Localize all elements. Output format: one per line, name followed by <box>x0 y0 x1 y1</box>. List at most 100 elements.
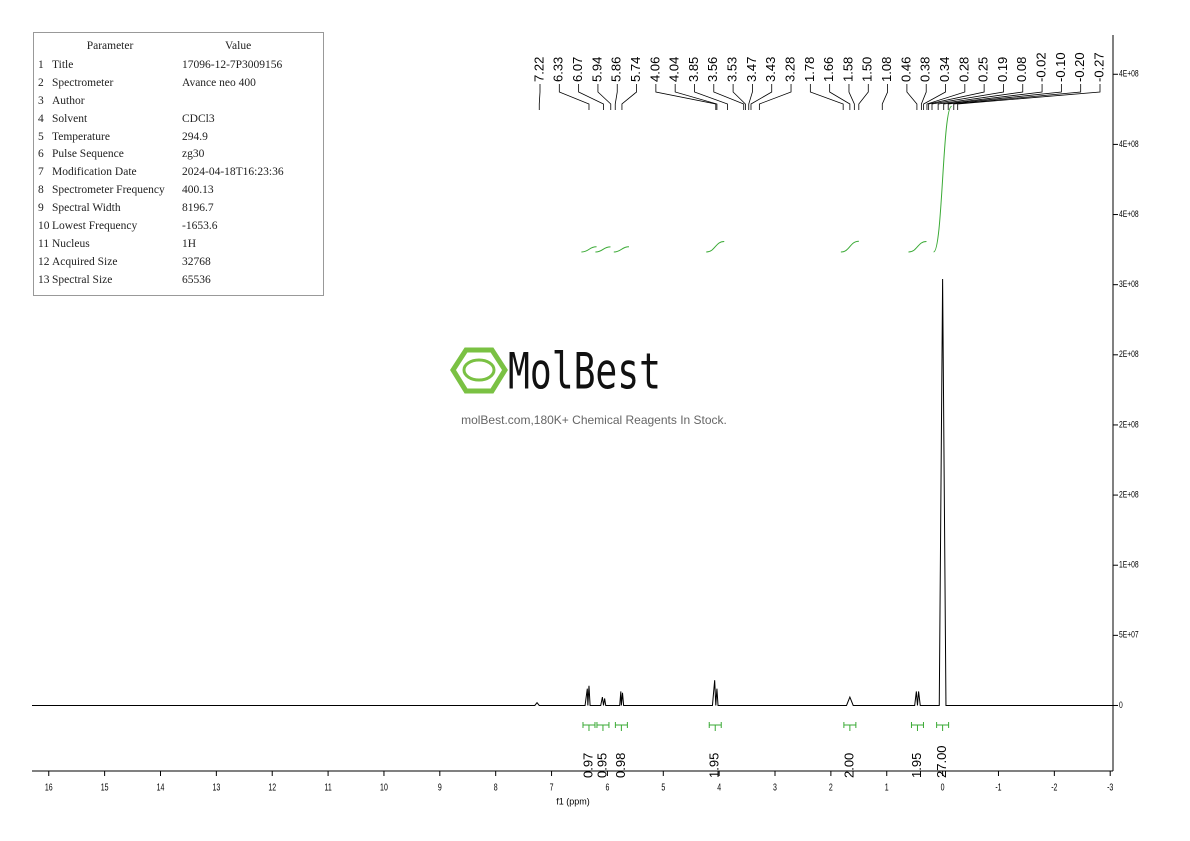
x-axis-label: f1 (ppm) <box>556 796 590 806</box>
table-cell: Pulse Sequence <box>52 148 124 161</box>
x-tick-label: -3 <box>1107 781 1113 793</box>
peak-leader <box>928 84 985 110</box>
integral-curve <box>840 240 859 253</box>
x-tick-label: 7 <box>550 781 554 793</box>
peak-leader <box>750 84 773 110</box>
integral-curve <box>706 240 725 253</box>
peak-label: 0.34 <box>937 57 952 82</box>
x-tick-label: 12 <box>268 781 276 793</box>
table-cell: Temperature <box>52 130 110 143</box>
x-tick-label: 0 <box>941 781 945 793</box>
integral-bracket <box>582 722 596 731</box>
peak-label: -0.10 <box>1053 52 1068 82</box>
peak-label: 7.22 <box>531 57 546 82</box>
integral-curve <box>908 240 927 253</box>
table-cell: Spectral Width <box>52 202 121 215</box>
table-cell: 32768 <box>182 255 211 268</box>
integral-label: 0.98 <box>613 753 628 778</box>
table-cell: CDCl3 <box>182 112 215 125</box>
peak-leader <box>906 84 918 110</box>
table-cell: Solvent <box>52 112 88 125</box>
table-cell: 1H <box>182 237 197 250</box>
integral-label: 2.00 <box>841 753 856 778</box>
x-tick-label: 1 <box>885 781 889 793</box>
x-tick-label: 3 <box>773 781 777 793</box>
y-tick-label: 2E+08 <box>1119 419 1139 429</box>
x-tick-label: 5 <box>661 781 665 793</box>
integral-bracket <box>936 722 950 731</box>
table-cell: Title <box>52 58 74 71</box>
peak-leader <box>931 84 1004 110</box>
table-cell: 8196.7 <box>182 202 214 215</box>
table-row: 13 Spectral Size 65536 <box>38 271 284 289</box>
x-tick-label: 8 <box>494 781 498 793</box>
peak-leader <box>713 84 745 110</box>
logo-ring <box>462 358 496 382</box>
peak-leader <box>809 84 844 110</box>
peak-leader <box>920 84 927 110</box>
peak-leader <box>578 84 604 110</box>
x-tick-label: 14 <box>157 781 165 793</box>
integral-label: 0.95 <box>594 753 609 778</box>
integral-curve <box>613 246 629 253</box>
table-cell: 6 <box>38 148 44 161</box>
peak-leader <box>538 84 541 110</box>
table-cell: Author <box>52 94 85 107</box>
peak-label: 1.58 <box>840 57 855 82</box>
peak-label: 3.56 <box>705 57 720 82</box>
table-cell: 1 <box>38 58 44 71</box>
integral-bracket <box>708 722 722 731</box>
peak-leader <box>957 84 1101 110</box>
table-row: 5 Temperature 294.9 <box>38 128 284 146</box>
peak-label: -0.27 <box>1091 52 1106 82</box>
table-cell: 17096-12-7P3009156 <box>182 58 283 71</box>
peak-leader <box>937 84 1024 110</box>
table-row: 8 Spectrometer Frequency 400.13 <box>38 181 284 199</box>
table-cell: 3 <box>38 94 44 107</box>
peak-leader <box>881 84 888 110</box>
peak-leader <box>558 84 590 110</box>
x-tick-label: -2 <box>1051 781 1057 793</box>
peak-leader <box>655 84 717 110</box>
y-tick-label: 2E+08 <box>1119 490 1139 500</box>
peak-label: 0.46 <box>898 57 913 82</box>
table-cell: 7 <box>38 166 44 179</box>
peak-leader <box>597 84 612 110</box>
table-row: 1 Title 17096-12-7P3009156 <box>38 56 284 74</box>
parameter-table: Parameter Value 1 Title 17096-12-7P3009156… <box>33 32 324 296</box>
table-cell: Spectral Size <box>52 273 113 286</box>
table-cell <box>182 92 284 110</box>
x-tick-label: 10 <box>380 781 388 793</box>
table-cell: 5 <box>38 130 44 143</box>
table-cell: 8 <box>38 184 44 197</box>
integral-bracket <box>910 722 924 731</box>
watermark-brand: MolBest <box>508 343 661 401</box>
table-cell: zg30 <box>182 148 205 161</box>
table-cell: 10 <box>38 219 50 232</box>
x-tick-label: 6 <box>605 781 609 793</box>
x-tick-label: 9 <box>438 781 442 793</box>
x-tick-label: 2 <box>829 781 833 793</box>
peak-label: 1.78 <box>802 57 817 82</box>
y-tick-label: 3E+08 <box>1119 279 1139 289</box>
table-cell: 2024-04-18T16:23:36 <box>182 166 284 179</box>
peak-label: 3.85 <box>686 57 701 82</box>
peak-leader <box>674 84 718 110</box>
peak-label: 0.38 <box>918 57 933 82</box>
y-tick-label: 2E+08 <box>1119 349 1139 359</box>
peak-leader <box>694 84 728 110</box>
peak-label: 6.07 <box>570 57 585 82</box>
spectrum-line <box>32 279 1113 706</box>
peak-label: 1.50 <box>860 57 875 82</box>
table: Parameter Value 1 Title 17096-12-7P3009156… <box>38 36 284 289</box>
logo-hexagon <box>450 347 508 394</box>
x-tick-label: 16 <box>45 781 53 793</box>
table-row: 2 Spectrometer Avance neo 400 <box>38 74 284 92</box>
table-row: 11 Nucleus 1H <box>38 235 284 253</box>
table-cell: 12 <box>38 255 50 268</box>
peak-leader <box>943 84 1043 110</box>
watermark-tagline: molBest.com,180K+ Chemical Reagents In S… <box>461 413 727 427</box>
peak-leader <box>748 84 753 110</box>
peak-label: -0.02 <box>1034 52 1049 82</box>
